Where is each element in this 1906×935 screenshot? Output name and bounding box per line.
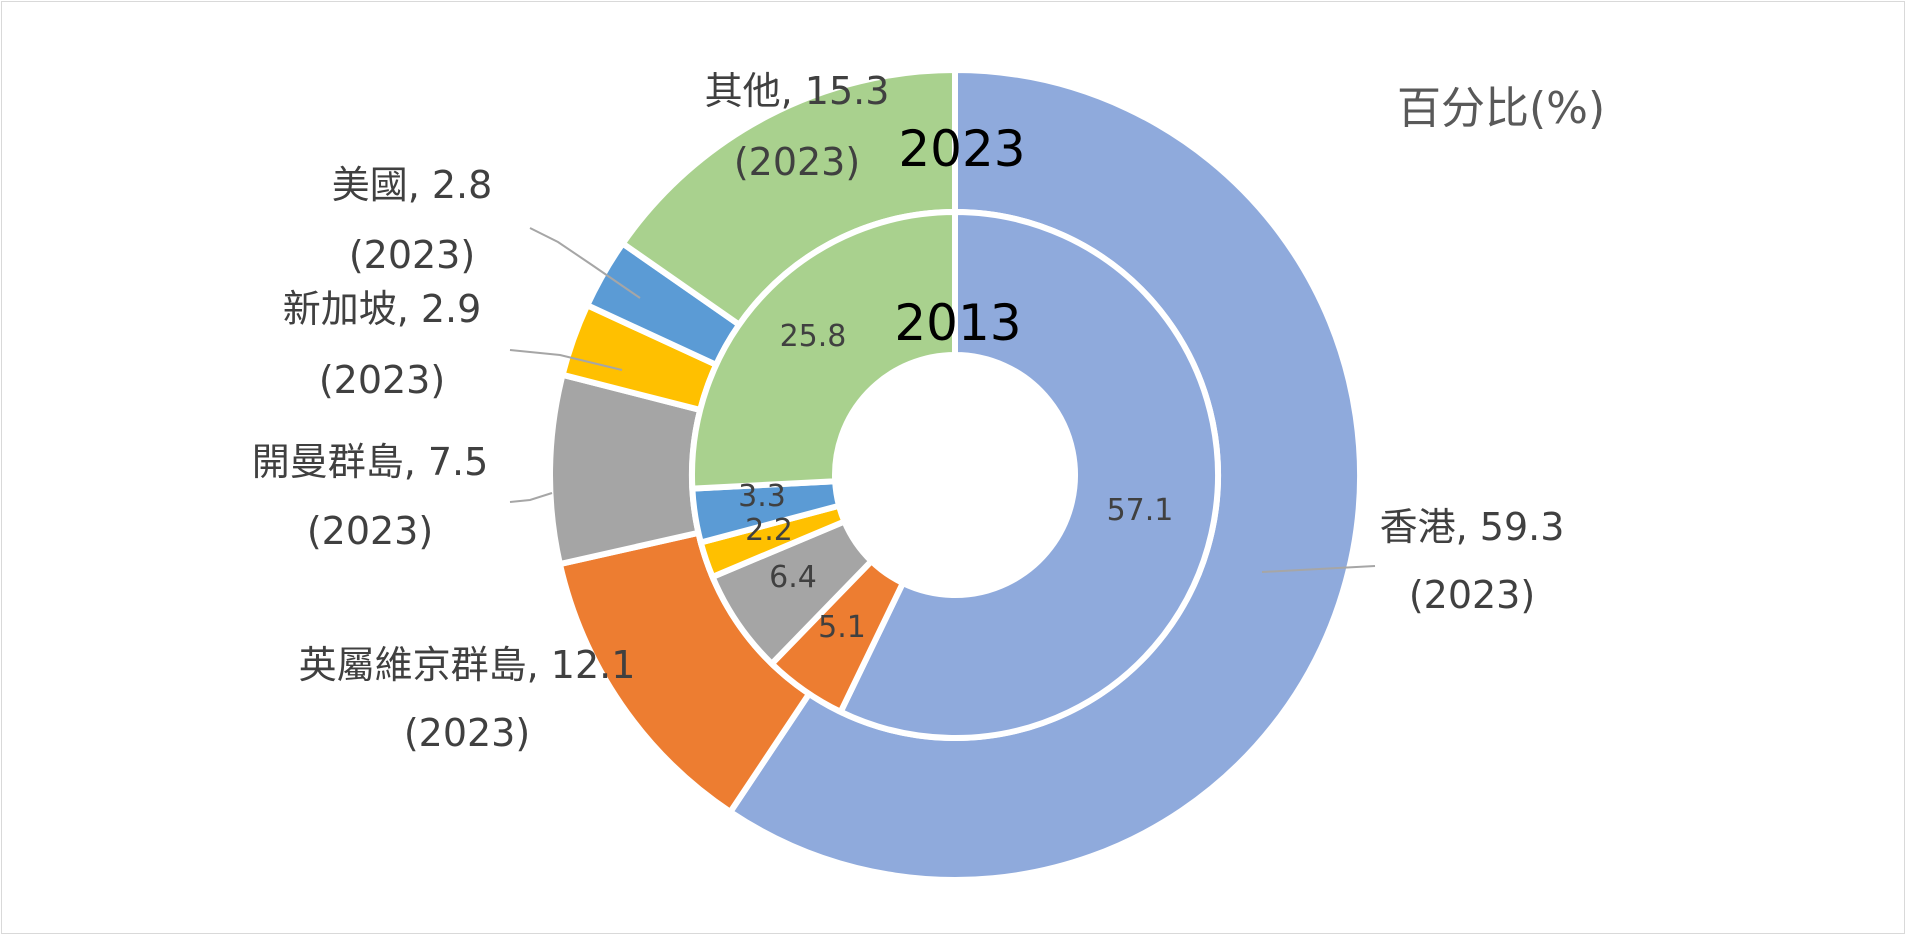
outer-label-year-usa: (2023) xyxy=(349,233,475,277)
leader-line xyxy=(509,492,553,503)
inner-ring-year-label: 2013 xyxy=(894,294,1021,352)
outer-label-bvi: 英屬維京群島, 12.1 xyxy=(299,643,636,687)
outer-ring-year-label: 2023 xyxy=(898,120,1025,178)
outer-label-year-bvi: (2023) xyxy=(404,711,530,755)
inner-label-usa: 3.3 xyxy=(738,479,786,514)
outer-label-year-hong-kong: (2023) xyxy=(1409,573,1535,617)
inner-label-hong-kong: 57.1 xyxy=(1107,493,1174,528)
slice-2013-hong-kong xyxy=(836,208,1221,741)
leader-line xyxy=(509,349,623,371)
outer-label-year-other: (2023) xyxy=(734,140,860,184)
outer-label-singapore: 新加坡, 2.9 xyxy=(283,287,482,331)
outer-label-cayman: 開曼群島, 7.5 xyxy=(252,440,489,484)
outer-label-year-singapore: (2023) xyxy=(319,358,445,402)
outer-label-other: 其他, 15.3 xyxy=(705,69,890,113)
inner-label-singapore: 2.2 xyxy=(745,513,793,548)
inner-label-other: 25.8 xyxy=(780,319,847,354)
inner-label-bvi: 5.1 xyxy=(818,610,866,645)
outer-label-usa: 美國, 2.8 xyxy=(332,163,493,207)
outer-label-hong-kong: 香港, 59.3 xyxy=(1380,505,1565,549)
slice-2013-other xyxy=(689,208,958,492)
leader-line xyxy=(1261,565,1376,573)
unit-label: 百分比(%) xyxy=(1397,83,1606,134)
outer-label-year-cayman: (2023) xyxy=(307,509,433,553)
leader-line xyxy=(529,227,641,299)
inner-label-cayman: 6.4 xyxy=(769,560,817,595)
